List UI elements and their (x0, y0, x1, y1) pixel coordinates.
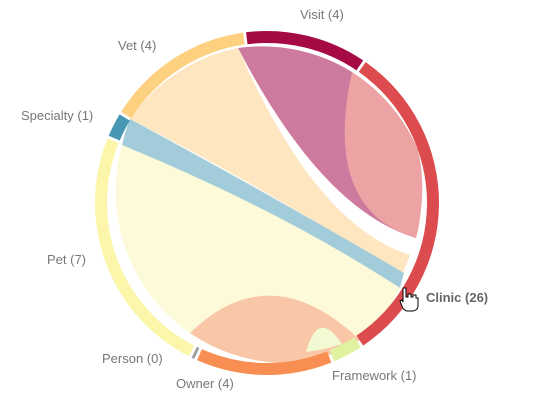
group-label-person: Person (0) (102, 351, 163, 366)
group-label-vet: Vet (4) (118, 38, 156, 53)
group-label-framework: Framework (1) (332, 368, 417, 383)
group-label-specialty: Specialty (1) (21, 108, 93, 123)
group-label-owner: Owner (4) (176, 376, 234, 391)
ribbon-clinic-clinic[interactable] (345, 72, 423, 238)
group-label-pet: Pet (7) (47, 252, 86, 267)
ribbon-layer (116, 46, 423, 363)
group-label-visit: Visit (4) (300, 7, 344, 22)
group-label-clinic: Clinic (26) (426, 290, 488, 305)
